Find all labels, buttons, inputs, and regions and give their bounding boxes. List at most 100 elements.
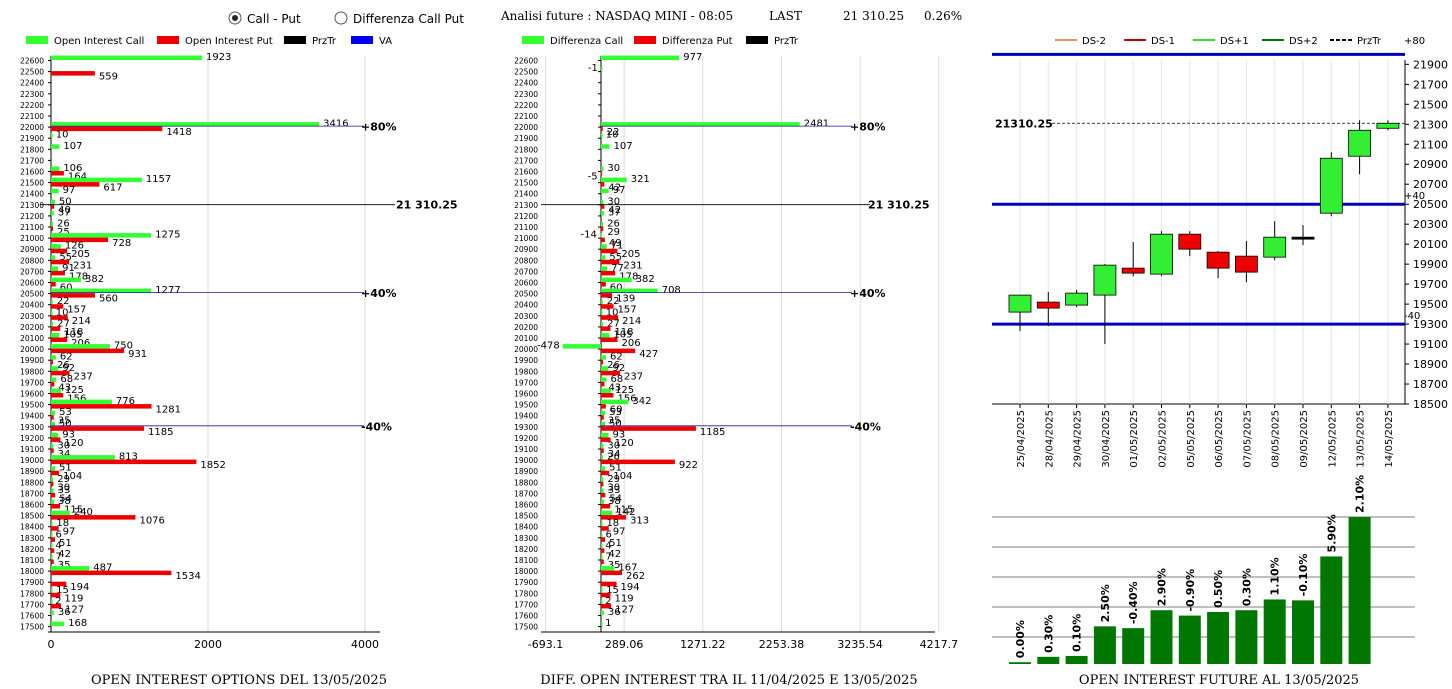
strike-label: 20800 — [514, 256, 538, 265]
put-bar — [51, 326, 61, 331]
call-value-label: 382 — [85, 274, 104, 285]
put-value-label: 54 — [59, 493, 72, 504]
call-bar — [51, 410, 56, 416]
call-bar — [51, 177, 142, 183]
put-bar — [51, 204, 55, 209]
strike-label: 18200 — [20, 545, 44, 554]
call-value-label: 26 — [607, 219, 620, 230]
put-bar — [600, 171, 603, 176]
strike-label: 18800 — [20, 478, 44, 487]
call-bar — [51, 444, 54, 449]
date-label: 06/05/2025 — [1214, 410, 1225, 468]
call-bar — [601, 466, 606, 471]
put-bar — [51, 448, 54, 453]
date-label: 05/05/2025 — [1186, 410, 1197, 468]
put-bar — [601, 326, 611, 331]
oi-bar — [1348, 517, 1371, 664]
strike-label: 18400 — [20, 523, 44, 532]
y-tick-label: 21100 — [1413, 138, 1448, 151]
date-label: 07/05/2025 — [1242, 410, 1253, 468]
strike-label: 17900 — [20, 578, 44, 587]
call-bar — [601, 366, 609, 371]
legend-label: DS-1 — [1151, 36, 1175, 47]
oi-bar — [1150, 610, 1173, 664]
call-value-label: 53 — [59, 407, 72, 418]
strike-label: 21000 — [514, 234, 538, 243]
strike-label: 21400 — [20, 190, 44, 199]
call-value-label: 708 — [662, 285, 681, 296]
strike-label: 17600 — [514, 612, 538, 621]
put-value-label: 157 — [67, 305, 86, 316]
right-caption: OPEN INTEREST FUTURE AL 13/05/2025 — [1079, 673, 1359, 688]
strike-label: 19100 — [20, 445, 44, 454]
candle-body — [1065, 292, 1088, 306]
date-label: 14/05/2025 — [1384, 410, 1395, 468]
strike-label: 19600 — [20, 390, 44, 399]
call-bar — [601, 277, 632, 282]
put-value-label: 931 — [128, 349, 147, 360]
put-bar — [601, 348, 636, 354]
call-bar — [51, 510, 70, 516]
put-value-label: 231 — [624, 260, 643, 271]
call-value-label: 53 — [609, 407, 622, 418]
call-bar — [601, 266, 608, 271]
oi-value-label: 0.30% — [1042, 615, 1055, 653]
put-value-label: 206 — [622, 338, 641, 349]
call-bar — [51, 210, 54, 216]
call-value-label: 27 — [57, 318, 70, 329]
strike-label: 19000 — [514, 456, 538, 465]
put-bar — [51, 393, 64, 398]
strike-label: 20700 — [514, 267, 538, 276]
put-value-label: 43 — [608, 382, 621, 393]
put-bar — [601, 248, 618, 254]
strike-label: 19600 — [514, 390, 538, 399]
x-tick-label: 2253.38 — [759, 638, 805, 651]
put-bar — [51, 526, 59, 531]
candle-body — [1121, 267, 1145, 274]
oi-value-label: 0.30% — [1240, 568, 1253, 606]
put-value-label: 194 — [621, 582, 640, 593]
strike-label: 22400 — [514, 79, 538, 88]
put-bar — [601, 448, 604, 453]
strike-label: 17800 — [20, 589, 44, 598]
put-bar — [601, 282, 606, 287]
call-bar — [51, 566, 90, 571]
y-tick-label: 20300 — [1413, 218, 1448, 231]
strike-label: 20000 — [20, 345, 44, 354]
oi-bar — [1122, 628, 1145, 664]
put-value-label: 127 — [615, 604, 634, 615]
strike-label: 18600 — [514, 501, 538, 510]
radio-differenza[interactable]: Differenza Call Put — [334, 11, 464, 26]
last-change: 0.26% — [924, 9, 962, 23]
put-bar — [601, 359, 604, 365]
legend-label: Open Interest Put — [185, 36, 273, 47]
put-bar — [601, 337, 618, 342]
level-label: -40 — [1404, 311, 1420, 322]
y-tick-label: 19300 — [1413, 318, 1448, 331]
put-value-label: 156 — [617, 394, 636, 405]
call-value-label: 27 — [607, 318, 620, 329]
level-label: +40 — [1404, 191, 1425, 202]
put-bar — [601, 603, 612, 609]
call-value-label: 240 — [74, 507, 93, 518]
put-bar — [601, 426, 696, 431]
strike-label: 21100 — [514, 223, 538, 232]
call-value-label: 50 — [59, 418, 72, 429]
put-value-label: 214 — [72, 316, 91, 327]
put-bar — [51, 437, 61, 442]
put-bar — [51, 504, 61, 509]
put-bar — [601, 570, 622, 576]
put-value-label: 35 — [58, 416, 71, 427]
put-value-label: 60 — [610, 283, 623, 294]
put-bar — [601, 515, 627, 520]
call-value-label: 97 — [613, 185, 626, 196]
call-bar — [601, 621, 603, 627]
put-value-label: 617 — [103, 183, 122, 194]
call-value-label: 168 — [68, 618, 87, 629]
call-bar — [51, 222, 54, 227]
oi-value-label: 0.10% — [1071, 614, 1084, 652]
open-interest-options-chart: 0 2000 4000 22600 22500 22400 22300 22200 22100 2… — [20, 52, 457, 651]
call-bar — [601, 543, 603, 549]
put-value-label: 42 — [58, 549, 71, 560]
radio-call-put[interactable]: Call - Put — [228, 11, 301, 26]
